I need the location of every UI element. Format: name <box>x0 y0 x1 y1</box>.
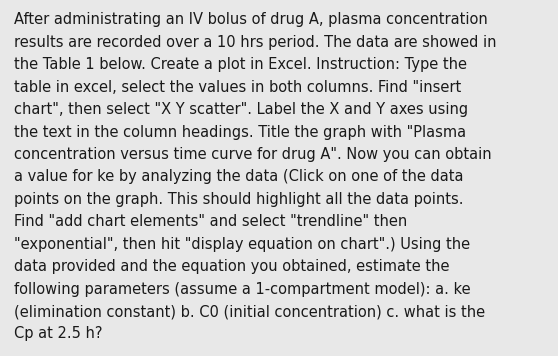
Text: table in excel, select the values in both columns. Find "insert: table in excel, select the values in bot… <box>14 80 461 95</box>
Text: the Table 1 below. Create a plot in Excel. Instruction: Type the: the Table 1 below. Create a plot in Exce… <box>14 57 467 72</box>
Text: following parameters (assume a 1-compartment model): a. ke: following parameters (assume a 1-compart… <box>14 282 470 297</box>
Text: "exponential", then hit "display equation on chart".) Using the: "exponential", then hit "display equatio… <box>14 237 470 252</box>
Text: Find "add chart elements" and select "trendline" then: Find "add chart elements" and select "tr… <box>14 214 407 229</box>
Text: After administrating an IV bolus of drug A, plasma concentration: After administrating an IV bolus of drug… <box>14 12 488 27</box>
Text: a value for ke by analyzing the data (Click on one of the data: a value for ke by analyzing the data (Cl… <box>14 169 464 184</box>
Text: results are recorded over a 10 hrs period. The data are showed in: results are recorded over a 10 hrs perio… <box>14 35 497 50</box>
Text: points on the graph. This should highlight all the data points.: points on the graph. This should highlig… <box>14 192 464 207</box>
Text: Cp at 2.5 h?: Cp at 2.5 h? <box>14 326 103 341</box>
Text: concentration versus time curve for drug A". Now you can obtain: concentration versus time curve for drug… <box>14 147 492 162</box>
Text: the text in the column headings. Title the graph with "Plasma: the text in the column headings. Title t… <box>14 125 466 140</box>
Text: data provided and the equation you obtained, estimate the: data provided and the equation you obtai… <box>14 259 449 274</box>
Text: (elimination constant) b. C0 (initial concentration) c. what is the: (elimination constant) b. C0 (initial co… <box>14 304 485 319</box>
Text: chart", then select "X Y scatter". Label the X and Y axes using: chart", then select "X Y scatter". Label… <box>14 102 468 117</box>
